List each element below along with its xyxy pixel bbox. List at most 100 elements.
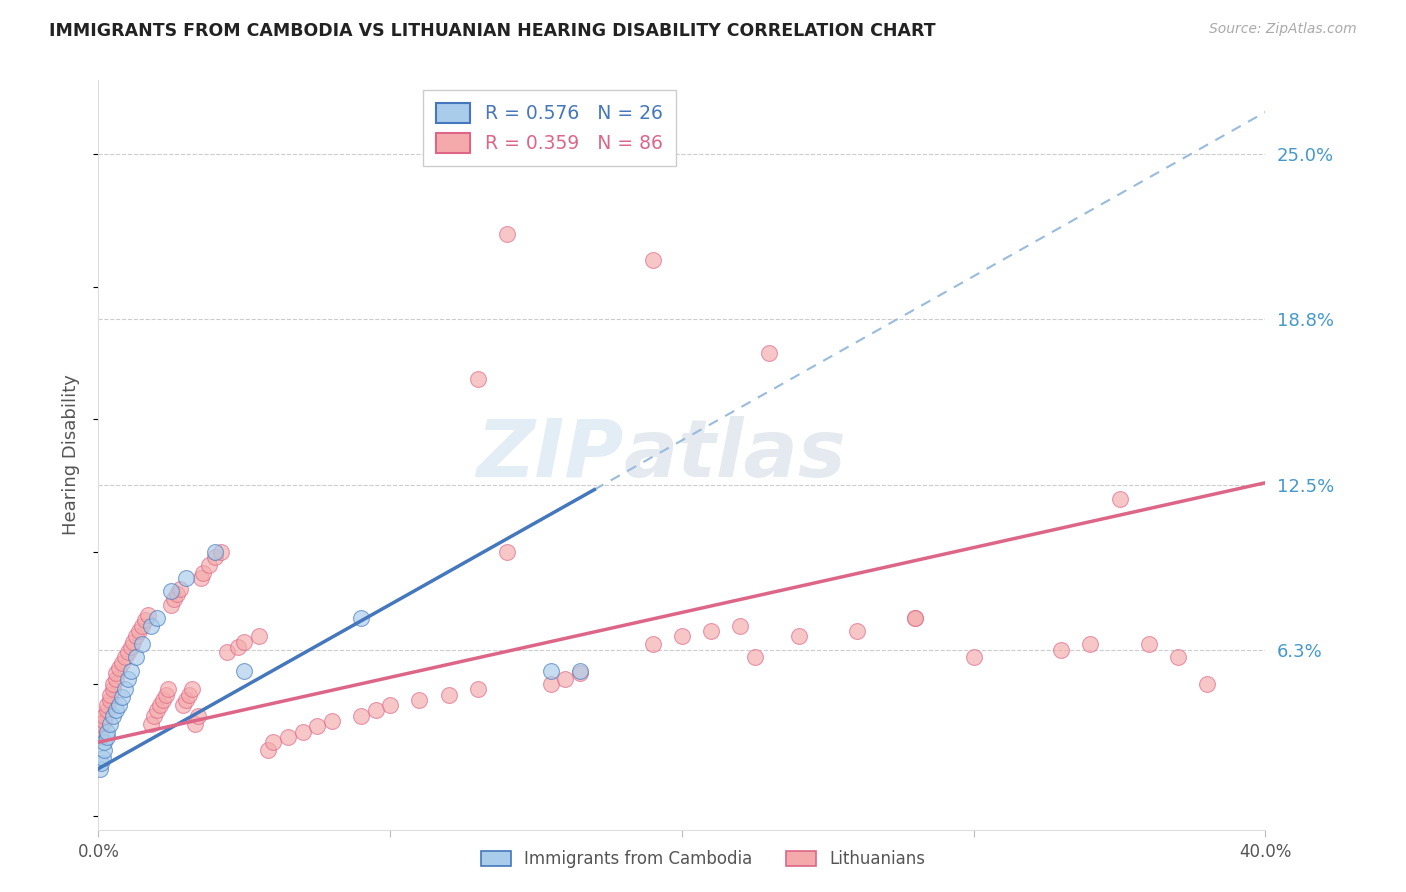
Point: [120, 640, 142, 654]
Point: [671, 629, 693, 643]
Point: [540, 677, 562, 691]
Point: [540, 664, 562, 678]
Point: [787, 629, 810, 643]
Point: [321, 714, 343, 728]
Point: [730, 618, 752, 632]
Point: [174, 693, 197, 707]
Point: [163, 592, 186, 607]
Point: [96, 730, 118, 744]
Point: [142, 708, 165, 723]
Point: [187, 708, 209, 723]
Point: [134, 614, 156, 628]
Point: [1050, 642, 1073, 657]
Point: [568, 664, 591, 678]
Point: [846, 624, 869, 638]
Point: [90, 716, 112, 731]
Point: [152, 693, 174, 707]
Point: [364, 703, 387, 717]
Point: [180, 682, 202, 697]
Point: [437, 688, 460, 702]
Point: [233, 664, 256, 678]
Point: [98, 693, 121, 707]
Point: [1108, 491, 1130, 506]
Point: [277, 730, 299, 744]
Point: [93, 735, 115, 749]
Point: [467, 372, 489, 386]
Point: [247, 629, 270, 643]
Point: [122, 634, 145, 648]
Point: [101, 677, 124, 691]
Point: [641, 253, 664, 268]
Point: [128, 624, 150, 638]
Point: [89, 730, 111, 744]
Point: [1167, 650, 1189, 665]
Point: [904, 611, 927, 625]
Text: atlas: atlas: [624, 416, 846, 494]
Point: [496, 227, 519, 241]
Point: [131, 637, 153, 651]
Point: [149, 698, 172, 712]
Point: [96, 703, 118, 717]
Point: [90, 724, 112, 739]
Point: [157, 682, 180, 697]
Point: [146, 703, 169, 717]
Point: [204, 544, 226, 558]
Point: [228, 640, 250, 654]
Point: [233, 634, 256, 648]
Point: [101, 708, 124, 723]
Point: [183, 716, 205, 731]
Point: [1080, 637, 1102, 651]
Point: [962, 650, 984, 665]
Point: [93, 708, 115, 723]
Point: [467, 682, 489, 697]
Point: [641, 637, 664, 651]
Point: [262, 735, 284, 749]
Text: IMMIGRANTS FROM CAMBODIA VS LITHUANIAN HEARING DISABILITY CORRELATION CHART: IMMIGRANTS FROM CAMBODIA VS LITHUANIAN H…: [49, 22, 936, 40]
Point: [554, 672, 576, 686]
Point: [146, 611, 169, 625]
Point: [568, 666, 591, 681]
Point: [104, 666, 127, 681]
Point: [204, 549, 226, 564]
Point: [101, 682, 124, 697]
Point: [131, 618, 153, 632]
Legend: Immigrants from Cambodia, Lithuanians: Immigrants from Cambodia, Lithuanians: [474, 844, 932, 875]
Point: [215, 645, 238, 659]
Point: [160, 598, 183, 612]
Point: [136, 608, 159, 623]
Point: [1195, 677, 1218, 691]
Point: [104, 703, 127, 717]
Point: [139, 716, 162, 731]
Point: [198, 558, 221, 572]
Point: [160, 584, 183, 599]
Point: [117, 645, 139, 659]
Point: [111, 690, 134, 705]
Point: [104, 672, 127, 686]
Text: ZIP: ZIP: [477, 416, 624, 494]
Point: [139, 618, 162, 632]
Point: [408, 693, 430, 707]
Point: [155, 688, 177, 702]
Point: [89, 762, 111, 776]
Point: [256, 743, 278, 757]
Point: [108, 661, 131, 675]
Point: [125, 650, 148, 665]
Point: [700, 624, 723, 638]
Point: [904, 611, 927, 625]
Point: [758, 346, 780, 360]
Point: [96, 724, 118, 739]
Point: [380, 698, 402, 712]
Text: Source: ZipAtlas.com: Source: ZipAtlas.com: [1209, 22, 1357, 37]
Point: [193, 566, 215, 580]
Point: [93, 743, 115, 757]
Point: [177, 688, 200, 702]
Legend: R = 0.576   N = 26, R = 0.359   N = 86: R = 0.576 N = 26, R = 0.359 N = 86: [423, 90, 676, 166]
Point: [350, 708, 373, 723]
Point: [496, 544, 519, 558]
Point: [96, 698, 118, 712]
Point: [172, 698, 194, 712]
Point: [90, 756, 112, 771]
Point: [166, 587, 188, 601]
Point: [209, 544, 232, 558]
Y-axis label: Hearing Disability: Hearing Disability: [62, 375, 80, 535]
